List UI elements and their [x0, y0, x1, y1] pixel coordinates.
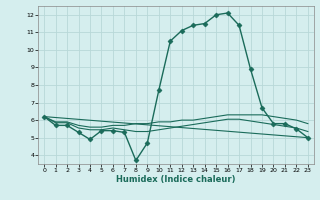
X-axis label: Humidex (Indice chaleur): Humidex (Indice chaleur) — [116, 175, 236, 184]
